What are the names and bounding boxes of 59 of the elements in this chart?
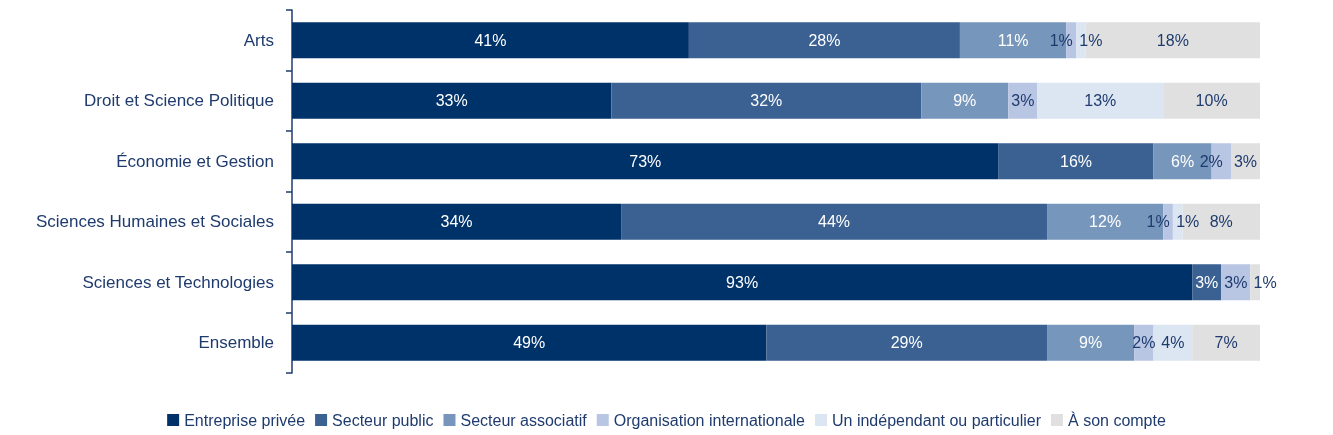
data-label: 1% [1176, 213, 1200, 231]
data-label: 29% [890, 334, 923, 352]
bar [1163, 82, 1260, 119]
bar [292, 264, 1193, 301]
data-label: 34% [440, 213, 473, 231]
bar [292, 324, 767, 361]
bar [1047, 324, 1135, 361]
data-label: 9% [1079, 334, 1103, 352]
data-label: 3% [1011, 92, 1035, 110]
data-label: 3% [1224, 273, 1248, 291]
bar [766, 324, 1048, 361]
data-label: 6% [1171, 152, 1195, 170]
data-label: 49% [513, 334, 546, 352]
bar [292, 143, 999, 180]
data-label: 13% [1084, 92, 1117, 110]
y-tick-label: Économie et Gestion [116, 151, 274, 171]
data-label: 41% [474, 31, 507, 49]
bar [998, 143, 1154, 180]
data-label: 18% [1156, 31, 1189, 49]
bar [611, 82, 922, 119]
legend-label: Secteur associatif [460, 411, 588, 429]
data-label: 33% [435, 92, 468, 110]
data-label: 32% [750, 92, 783, 110]
bar [1037, 82, 1164, 119]
data-label: 1% [1079, 31, 1103, 49]
data-label: 12% [1089, 213, 1122, 231]
bar [292, 82, 612, 119]
legend-label: Secteur public [332, 411, 434, 429]
bar [292, 203, 622, 240]
bar [621, 203, 1048, 240]
y-tick-label: Arts [243, 30, 274, 50]
data-label: 44% [818, 213, 851, 231]
data-label: 8% [1209, 213, 1233, 231]
bar [1192, 324, 1260, 361]
y-tick-label: Droit et Science Politique [84, 91, 274, 111]
bar [921, 82, 1009, 119]
data-label: 73% [629, 152, 662, 170]
y-tick-label: Ensemble [198, 333, 274, 353]
data-label: 2% [1199, 152, 1223, 170]
data-label: 4% [1161, 334, 1185, 352]
legend-label: À son compte [1068, 410, 1166, 429]
legend-label: Un indépendant ou particulier [832, 411, 1042, 429]
data-label: 10% [1195, 92, 1228, 110]
data-label: 9% [953, 92, 977, 110]
data-label: 16% [1060, 152, 1093, 170]
data-label: 3% [1233, 152, 1258, 170]
legend-label: Entreprise privée [184, 411, 306, 429]
bar [292, 22, 689, 59]
y-tick-label: Sciences Humaines et Sociales [35, 212, 274, 232]
data-label: 93% [726, 273, 759, 291]
data-label: 3% [1195, 273, 1219, 291]
data-label: 28% [808, 31, 841, 49]
data-label: 7% [1214, 334, 1238, 352]
data-label: 1% [1253, 273, 1277, 291]
legend-label: Organisation internationale [613, 411, 806, 429]
data-label: 2% [1132, 334, 1156, 352]
bar [688, 22, 960, 59]
data-label: 11% [997, 31, 1029, 49]
y-tick-label: Sciences et Technologies [82, 272, 274, 292]
